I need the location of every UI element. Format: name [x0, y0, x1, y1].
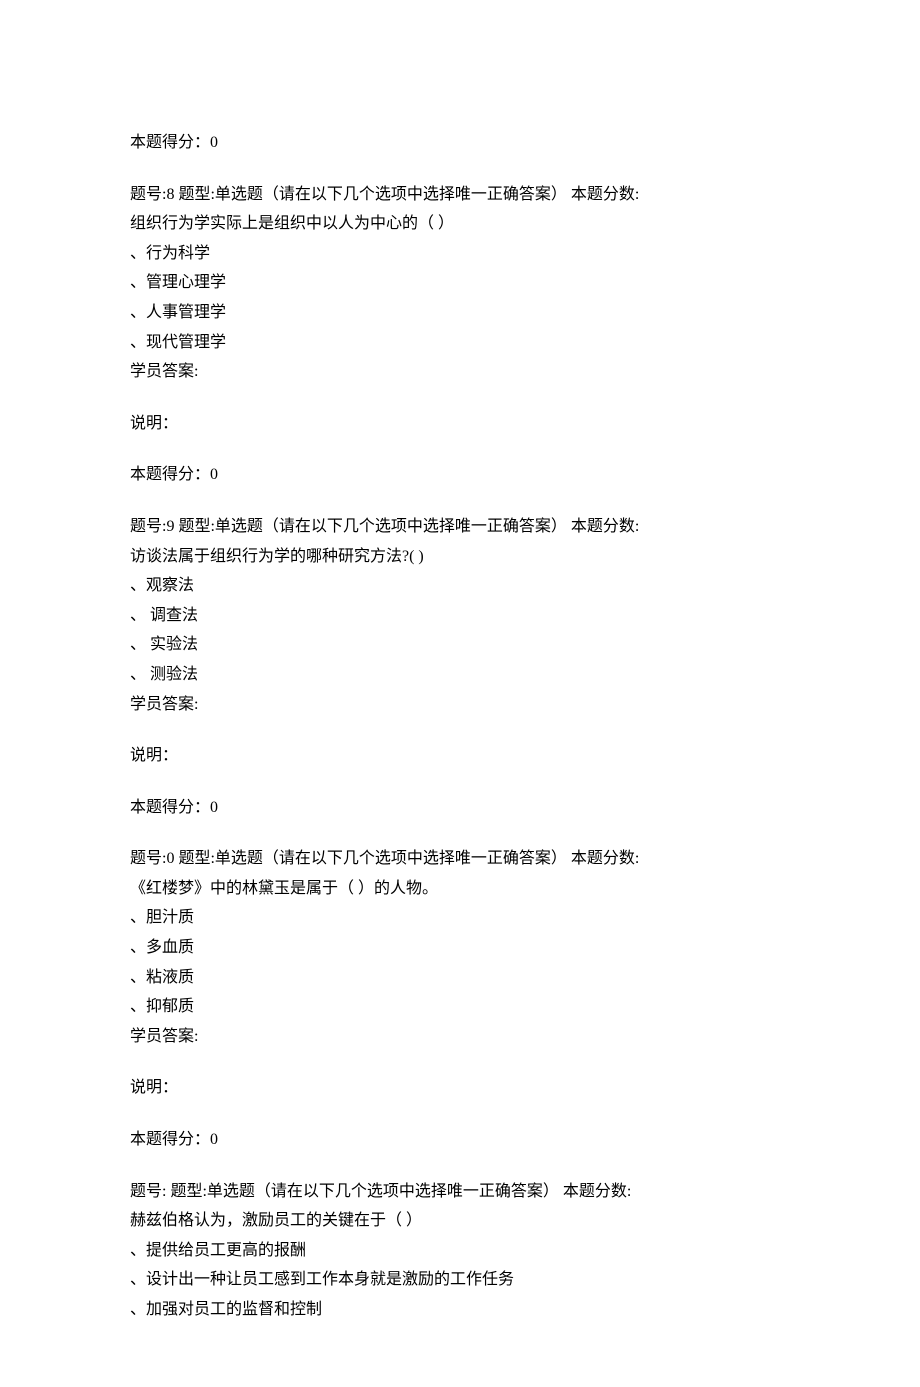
student-answer: 学员答案: [130, 692, 790, 718]
option: 、提供给员工更高的报酬 [130, 1238, 790, 1264]
gap [130, 440, 790, 462]
option: 、管理心理学 [130, 270, 790, 296]
score-line: 本题得分：0 [130, 1127, 790, 1153]
gap [130, 721, 790, 743]
option: 、加强对员工的监督和控制 [130, 1297, 790, 1323]
question-stem: 组织行为学实际上是组织中以人为中心的（ ） [130, 211, 790, 237]
explain-label: 说明： [130, 743, 790, 769]
option: 、 调查法 [130, 603, 790, 629]
score-line: 本题得分：0 [130, 462, 790, 488]
option: 、人事管理学 [130, 300, 790, 326]
student-answer: 学员答案: [130, 359, 790, 385]
score-value: 0 [210, 466, 218, 483]
gap [130, 773, 790, 795]
gap [130, 492, 790, 514]
page: 本题得分：0 题号:8 题型:单选题（请在以下几个选项中选择唯一正确答案） 本题… [0, 0, 920, 1387]
question-header: 题号:9 题型:单选题（请在以下几个选项中选择唯一正确答案） 本题分数: [130, 514, 790, 540]
gap [130, 160, 790, 182]
option: 、现代管理学 [130, 330, 790, 356]
explain-label: 说明： [130, 411, 790, 437]
question-stem: 赫兹伯格认为，激励员工的关键在于（ ） [130, 1208, 790, 1234]
gap [130, 389, 790, 411]
question-header: 题号:8 题型:单选题（请在以下几个选项中选择唯一正确答案） 本题分数: [130, 182, 790, 208]
gap [130, 1157, 790, 1179]
question-stem: 访谈法属于组织行为学的哪种研究方法?( ) [130, 544, 790, 570]
question-stem: 《红楼梦》中的林黛玉是属于（ ）的人物。 [130, 876, 790, 902]
score-line: 本题得分：0 [130, 795, 790, 821]
explain-label: 说明： [130, 1075, 790, 1101]
score-value: 0 [210, 799, 218, 816]
score-value: 0 [210, 134, 218, 151]
option: 、粘液质 [130, 965, 790, 991]
option: 、 实验法 [130, 632, 790, 658]
score-label: 本题得分： [130, 799, 210, 816]
gap [130, 1105, 790, 1127]
option: 、观察法 [130, 573, 790, 599]
score-line: 本题得分：0 [130, 130, 790, 156]
option: 、设计出一种让员工感到工作本身就是激励的工作任务 [130, 1267, 790, 1293]
score-label: 本题得分： [130, 1131, 210, 1148]
gap [130, 824, 790, 846]
option: 、多血质 [130, 935, 790, 961]
question-header: 题号: 题型:单选题（请在以下几个选项中选择唯一正确答案） 本题分数: [130, 1179, 790, 1205]
score-value: 0 [210, 1131, 218, 1148]
gap [130, 1053, 790, 1075]
option: 、胆汁质 [130, 905, 790, 931]
score-label: 本题得分： [130, 466, 210, 483]
student-answer: 学员答案: [130, 1024, 790, 1050]
score-label: 本题得分： [130, 134, 210, 151]
question-header: 题号:0 题型:单选题（请在以下几个选项中选择唯一正确答案） 本题分数: [130, 846, 790, 872]
option: 、抑郁质 [130, 994, 790, 1020]
option: 、 测验法 [130, 662, 790, 688]
option: 、行为科学 [130, 241, 790, 267]
